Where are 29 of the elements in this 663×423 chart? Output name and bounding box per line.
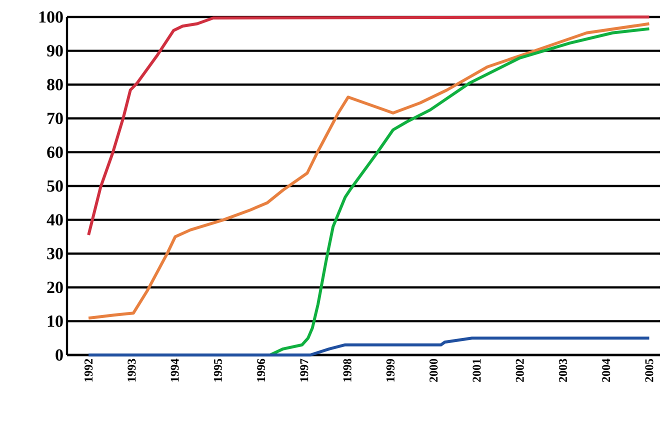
x-tick-label: 2002 xyxy=(516,359,524,382)
x-tick-label: 1997 xyxy=(300,358,308,382)
line-series xyxy=(87,22,651,320)
y-tick-label: 30 xyxy=(47,248,63,260)
y-tick-label: 20 xyxy=(47,282,63,294)
x-tick-label: 2001 xyxy=(472,359,481,382)
y-tick-label: 60 xyxy=(47,146,63,158)
x-tick-label: 2003 xyxy=(558,358,567,382)
x-tick-label: 1996 xyxy=(257,358,266,382)
y-tick-label: 100 xyxy=(39,11,63,23)
x-tick-label: 1994 xyxy=(170,358,179,382)
x-tick-label: 1998 xyxy=(343,358,352,382)
y-tick-label: 50 xyxy=(47,180,63,192)
line-series xyxy=(87,16,651,237)
x-tick-label: 1992 xyxy=(84,359,93,382)
x-tick-label: 2004 xyxy=(602,358,610,382)
line-series xyxy=(87,336,651,356)
x-tick-label: 2000 xyxy=(430,358,438,382)
x-tick-label: 1993 xyxy=(128,358,136,382)
y-tick-label: 40 xyxy=(46,214,63,226)
y-tick-label: 90 xyxy=(47,45,63,57)
x-tick-label: 1999 xyxy=(386,358,394,382)
x-tick-label: 1995 xyxy=(214,358,222,382)
x-tick-label: 2005 xyxy=(645,358,654,382)
y-tick-label: 0 xyxy=(56,349,63,361)
y-tick-label: 10 xyxy=(48,315,63,327)
y-tick-label: 80 xyxy=(47,78,63,90)
line-series xyxy=(268,27,651,356)
y-tick-label: 70 xyxy=(48,112,63,124)
